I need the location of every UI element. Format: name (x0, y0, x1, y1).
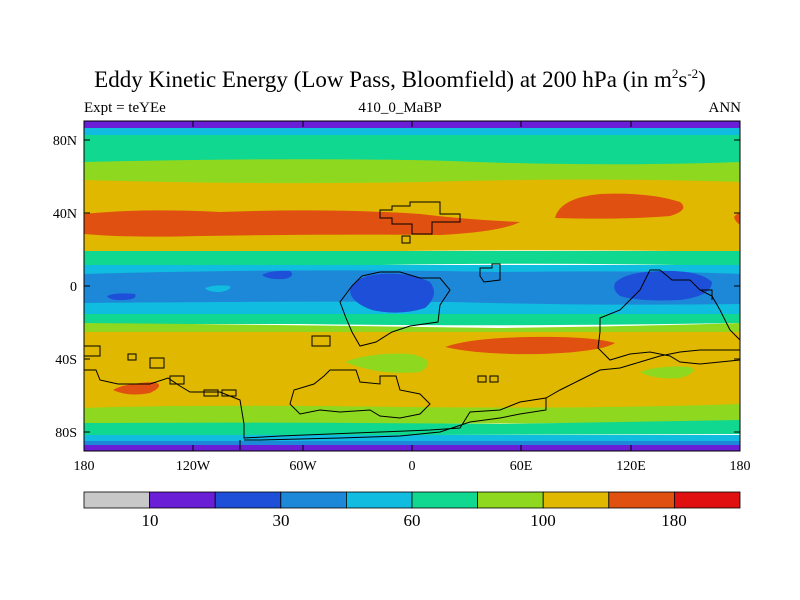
landmass-west-edge (84, 345, 101, 357)
lat-label-40s: 40S (55, 353, 77, 368)
island-small-9 (489, 375, 499, 383)
minimum-atlantic (350, 273, 434, 313)
lat-labels: 80N 40N 0 40S 80S (53, 134, 77, 441)
band-lime-s (84, 323, 740, 333)
band-blue-south (84, 441, 740, 446)
lon-label-60w: 60W (289, 459, 317, 474)
lat-label-40n: 40N (53, 207, 77, 222)
lon-ticks (192, 121, 632, 451)
colorbar-label-60: 60 (404, 511, 421, 530)
plot-title: Eddy Kinetic Energy (Low Pass, Bloomfiel… (0, 66, 800, 93)
lon-labels: 180 120W 60W 0 60E 120E 180 (74, 459, 751, 474)
title-mid: s (678, 67, 688, 92)
colorbar-swatch-5 (411, 491, 478, 509)
patch-lime-1 (345, 353, 428, 373)
band-green-subtropic-n (84, 251, 740, 267)
colorbar-label-10: 10 (142, 511, 159, 530)
experiment-label: Expt = teYEe (84, 100, 166, 116)
island-small-1 (311, 335, 331, 347)
minimum-pacific-1 (262, 270, 293, 280)
lat-label-80s: 80S (55, 426, 77, 441)
colorbar-swatch-6 (477, 491, 544, 509)
landmass-equatorial (339, 271, 451, 347)
jet-south-east (445, 336, 615, 355)
band-green-north (84, 135, 740, 166)
coast-fragments (239, 289, 713, 450)
band-cyan-north (84, 128, 740, 136)
colorbar-swatch-4 (345, 491, 413, 509)
colorbar (83, 491, 741, 509)
minimum-indopacific (614, 270, 712, 301)
colorbar-swatch-1 (149, 491, 216, 509)
coastlines (84, 201, 740, 450)
jet-north-west (84, 210, 520, 237)
island-small-2 (479, 263, 501, 283)
band-green-south (84, 420, 740, 436)
band-lime-north (84, 159, 740, 185)
title-sup-2: -2 (687, 66, 699, 81)
band-lime-south (84, 404, 740, 424)
lat-label-0: 0 (70, 280, 77, 295)
patch-lime-2 (640, 366, 694, 379)
landmass-south-central (289, 369, 431, 419)
colorbar-label-180: 180 (661, 511, 687, 530)
landmass-north (379, 201, 461, 235)
island-small-3 (127, 353, 137, 361)
island-small-6 (203, 389, 219, 397)
lon-label-120w: 120W (176, 459, 211, 474)
title-close: ) (698, 67, 706, 92)
colorbar-swatch-9 (674, 491, 741, 509)
landmass-south-main (84, 369, 547, 441)
colorbar-label-100: 100 (530, 511, 556, 530)
island-small-7 (221, 389, 237, 397)
lon-label-60e: 60E (510, 459, 533, 474)
island-north (401, 235, 411, 244)
contour-field (84, 121, 740, 451)
jet-north-east (555, 193, 684, 219)
title-sup-1: 2 (671, 66, 679, 81)
title-main: Eddy Kinetic Energy (Low Pass, Bloomfiel… (94, 67, 672, 92)
jet-north-edge (734, 213, 740, 225)
lon-label-120e: 120E (616, 459, 646, 474)
case-label: 410_0_MaBP (358, 100, 442, 116)
island-small-4 (149, 357, 165, 369)
colorbar-label-30: 30 (273, 511, 290, 530)
lat-label-80n: 80N (53, 134, 77, 149)
lon-label-0: 0 (409, 459, 416, 474)
colorbar-swatch-7 (542, 491, 610, 509)
colorbar-swatch-0 (83, 491, 150, 509)
band-cyan-south (84, 435, 740, 442)
lon-label-180w: 180 (74, 459, 95, 474)
island-small-5 (169, 375, 185, 385)
minimum-pacific-2 (107, 293, 136, 301)
coast-south-east (545, 349, 740, 399)
colorbar-labels: 10 30 60 100 180 (142, 511, 687, 530)
colorbar-swatch-8 (608, 491, 675, 509)
lat-ticks (84, 139, 740, 433)
band-green-s (84, 314, 740, 326)
season-label: ANN (708, 100, 742, 116)
island-small-8 (477, 375, 487, 383)
colorbar-swatch-3 (280, 491, 347, 509)
patch-cyan-1 (205, 285, 231, 292)
landmass-east (597, 269, 740, 365)
lon-label-180e: 180 (730, 459, 751, 474)
colorbar-swatch-2 (214, 491, 282, 509)
jet-south-west (113, 382, 159, 395)
